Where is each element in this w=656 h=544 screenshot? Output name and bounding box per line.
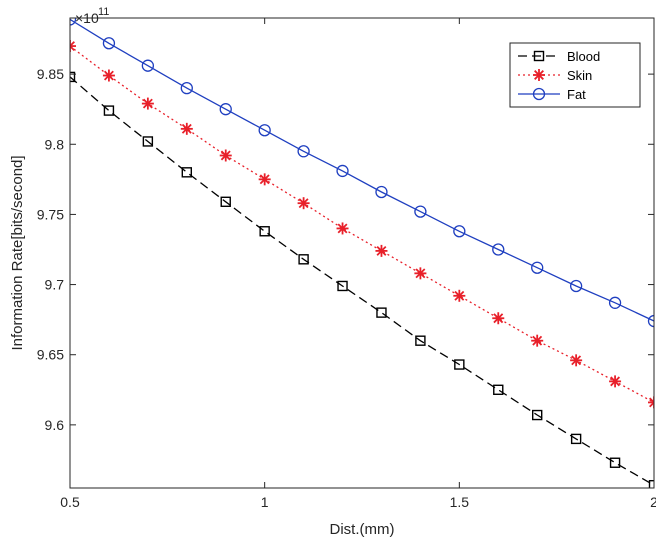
x-tick-label: 2 (650, 494, 656, 510)
data-point-blood (220, 196, 231, 207)
y-exponent-base: ×10 (75, 10, 99, 26)
y-tick-label: 9.75 (37, 206, 64, 222)
x-tick-label: 1.5 (450, 494, 470, 510)
data-point-skin (141, 97, 154, 110)
data-point-blood (298, 254, 309, 265)
data-point-skin (70, 40, 76, 53)
data-point-fat (102, 37, 116, 50)
legend-item-blood: Blood (518, 49, 600, 64)
data-point-blood (648, 479, 654, 488)
data-point-fat (70, 18, 77, 26)
y-tick-label: 9.7 (45, 277, 65, 293)
series-skin (70, 40, 654, 409)
y-exponent-multiplier: ×10 11 (75, 6, 109, 26)
series-fat (70, 18, 654, 328)
data-point-skin (102, 69, 115, 82)
data-point-skin (648, 396, 654, 409)
data-point-blood (337, 280, 348, 292)
data-point-blood (376, 307, 387, 318)
data-point-fat (531, 261, 544, 274)
y-tick-label: 9.8 (45, 136, 65, 152)
data-point-fat (258, 124, 271, 137)
data-point-blood (259, 226, 270, 237)
data-point-fat (453, 225, 466, 238)
axes-box (69, 17, 655, 489)
data-point-blood (609, 457, 621, 468)
legend-item-skin: Skin (518, 68, 592, 83)
x-tick-label: 1 (261, 494, 269, 510)
series-blood (70, 71, 654, 488)
legend-label-skin: Skin (567, 68, 592, 83)
data-point-skin (492, 312, 505, 325)
series-line-skin (70, 45, 654, 403)
data-point-skin (570, 354, 583, 367)
legend-label-blood: Blood (567, 49, 600, 64)
data-point-blood (70, 71, 76, 83)
data-point-blood (570, 433, 582, 445)
ticks-layer: 0.5 1 1.5 2 9.6 9.65 9.7 9.75 9.8 9.85 (37, 18, 656, 510)
data-point-skin (375, 244, 388, 257)
legend-marker-blood (533, 50, 545, 62)
data-point-fat (375, 185, 388, 199)
axes-layer (69, 17, 655, 489)
series-line-blood (70, 76, 654, 486)
data-point-fat (414, 205, 427, 218)
data-point-skin (258, 173, 271, 186)
y-tick-label: 9.65 (37, 347, 64, 363)
data-point-blood (454, 359, 465, 370)
legend-marker-fat (532, 87, 546, 101)
data-point-fat (608, 296, 622, 309)
legend: Blood Skin Fat (509, 42, 641, 108)
x-tick-label: 0.5 (60, 494, 80, 510)
data-point-skin (336, 222, 349, 235)
data-point-fat (492, 243, 505, 256)
data-point-blood (415, 335, 426, 346)
data-point-fat (297, 145, 310, 158)
data-point-blood (103, 105, 115, 116)
data-point-fat (336, 164, 349, 178)
data-point-skin (414, 267, 427, 280)
data-point-skin (531, 334, 544, 347)
data-point-fat (569, 279, 583, 293)
data-point-skin (297, 197, 310, 210)
data-point-skin (609, 375, 622, 388)
series-layer (70, 18, 654, 488)
data-point-skin (453, 289, 466, 302)
data-point-blood (493, 384, 504, 395)
legend-box (509, 42, 641, 108)
legend-marker-skin (533, 69, 545, 81)
data-point-skin (219, 149, 232, 162)
data-point-blood (181, 167, 193, 178)
data-point-fat (141, 59, 155, 72)
data-point-blood (142, 136, 154, 147)
data-point-fat (180, 81, 193, 95)
legend-label-fat: Fat (567, 87, 586, 102)
x-axis-label: Dist.(mm) (330, 521, 395, 538)
data-point-fat (647, 314, 654, 328)
data-point-fat (219, 103, 232, 116)
y-tick-label: 9.85 (37, 66, 64, 82)
y-tick-label: 9.6 (45, 417, 65, 433)
series-line-fat (70, 18, 654, 322)
y-exponent-power: 11 (98, 6, 109, 18)
legend-item-fat: Fat (518, 87, 586, 102)
data-point-blood (532, 409, 543, 421)
data-point-skin (180, 122, 193, 135)
y-axis-label: Information Rate[bits/second] (9, 155, 26, 350)
